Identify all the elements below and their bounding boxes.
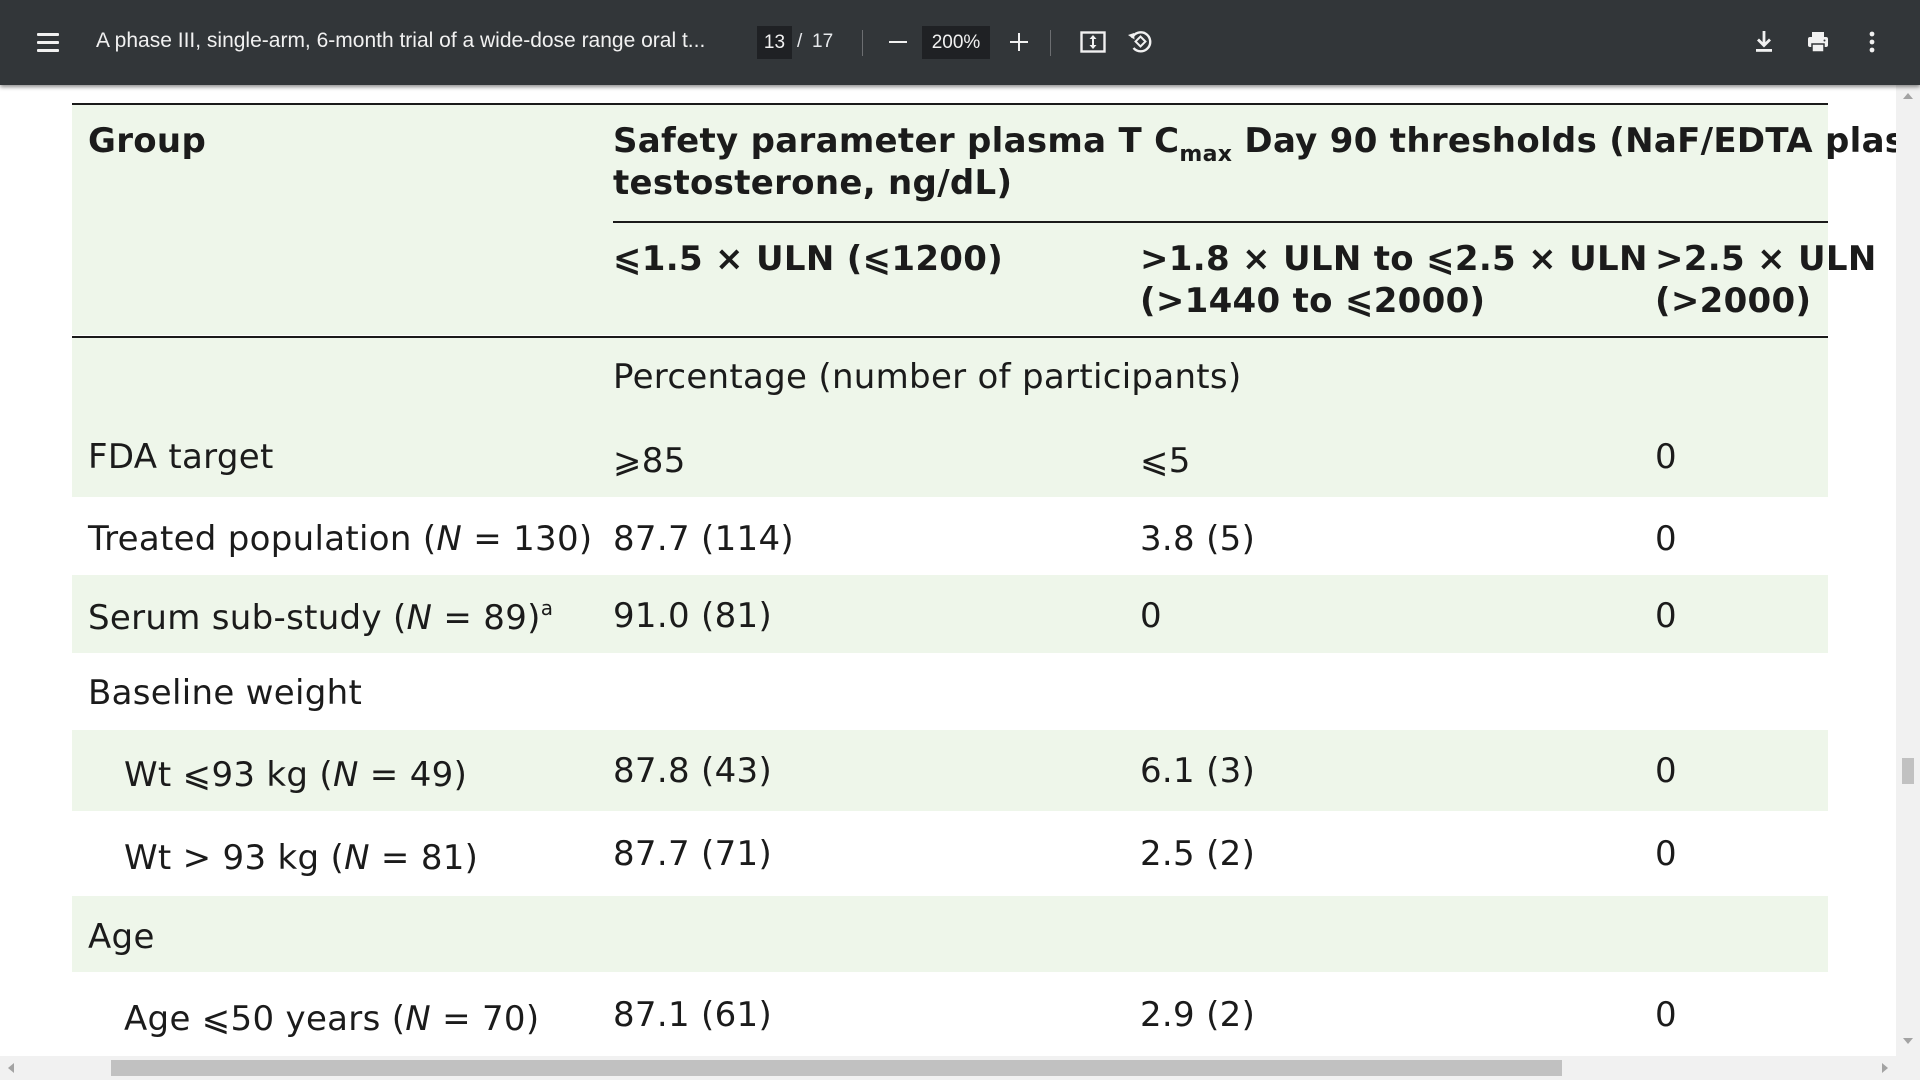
table-cell: 87.8 (43) xyxy=(613,751,773,791)
table-row-group: Treated population (N = 130) xyxy=(88,519,593,559)
table-row-group: Wt ⩽93 kg (N = 49) xyxy=(124,755,467,795)
threshold-header-1: ⩽1.5 × ULN (⩽1200) xyxy=(613,239,1004,279)
table-cell: 0 xyxy=(1655,751,1677,791)
scroll-down-arrow-icon[interactable] xyxy=(1903,1038,1913,1044)
group-count: = 81) xyxy=(369,838,479,878)
group-n: N xyxy=(436,519,463,559)
table-cell: ⩽5 xyxy=(1140,441,1191,481)
table-row-group: Wt > 93 kg (N = 81) xyxy=(124,838,478,878)
page-number-input[interactable]: 13 xyxy=(757,26,792,59)
table-row-group: Serum sub-study (N = 89)a xyxy=(88,596,553,638)
table-cell: 2.5 (2) xyxy=(1140,834,1256,874)
footnote-marker: a xyxy=(540,596,554,620)
group-label: Treated population ( xyxy=(88,519,437,559)
group-n: N xyxy=(405,999,431,1039)
row-band xyxy=(72,575,1828,653)
header-text-rest: Day 90 thresholds (NaF/EDTA plasma xyxy=(1232,121,1896,161)
threshold-header-3-line2: (>2000) xyxy=(1655,281,1812,321)
group-count: = 70) xyxy=(431,999,540,1039)
header-text: Safety parameter plasma T C xyxy=(613,121,1180,161)
scroll-up-arrow-icon[interactable] xyxy=(1903,93,1913,99)
units-subheader: Percentage (number of participants) xyxy=(613,357,1242,397)
download-icon[interactable] xyxy=(1744,22,1784,62)
scroll-left-arrow-icon[interactable] xyxy=(8,1063,14,1073)
vertical-scroll-thumb[interactable] xyxy=(1902,758,1914,784)
table-row-group: FDA target xyxy=(88,437,274,477)
row-band xyxy=(72,416,1828,497)
table-cell: 91.0 (81) xyxy=(613,596,773,636)
table-cell: 87.1 (61) xyxy=(613,995,773,1035)
table-cell: 0 xyxy=(1655,596,1677,636)
group-count: = 49) xyxy=(358,755,468,795)
vertical-scrollbar[interactable] xyxy=(1896,85,1920,1056)
zoom-level-input[interactable]: 200% xyxy=(922,26,990,59)
table-row-group: Baseline weight xyxy=(88,673,363,713)
group-n: N xyxy=(344,838,370,878)
table-row-group: Age ⩽50 years (N = 70) xyxy=(124,999,539,1039)
more-vert-icon[interactable] xyxy=(1852,22,1892,62)
pdf-toolbar: A phase III, single-arm, 6-month trial o… xyxy=(0,0,1920,85)
table-row-group: Age xyxy=(88,917,155,957)
group-label: Age ⩽50 years ( xyxy=(124,999,406,1039)
table-cell: 0 xyxy=(1140,596,1162,636)
header-bottom-rule xyxy=(72,336,1828,338)
table-cell: 2.9 (2) xyxy=(1140,995,1256,1035)
page-total: 17 xyxy=(812,31,834,52)
table-header-band xyxy=(72,104,1828,421)
group-n: N xyxy=(332,755,359,795)
group-label: Serum sub-study ( xyxy=(88,598,407,638)
threshold-group-header-line2: testosterone, ng/dL) xyxy=(613,163,1013,203)
toolbar-divider xyxy=(1050,30,1051,56)
rotate-icon[interactable] xyxy=(1120,22,1160,62)
group-n: N xyxy=(406,598,433,638)
row-band xyxy=(72,896,1828,972)
threshold-header-3: >2.5 × ULN xyxy=(1655,239,1877,279)
toolbar-divider xyxy=(862,30,863,56)
table-cell: 0 xyxy=(1655,995,1677,1035)
horizontal-scrollbar[interactable] xyxy=(0,1056,1920,1080)
group-column-header: Group xyxy=(88,121,207,161)
print-icon[interactable] xyxy=(1798,22,1838,62)
table-cell: 3.8 (5) xyxy=(1140,519,1256,559)
scroll-right-arrow-icon[interactable] xyxy=(1882,1063,1888,1073)
table-cell: ⩾85 xyxy=(613,441,686,481)
table-cell: 0 xyxy=(1655,519,1677,559)
threshold-header-2-line2: (>1440 to ⩽2000) xyxy=(1140,281,1486,321)
table-cell: 0 xyxy=(1655,437,1677,477)
table-top-rule xyxy=(72,103,1828,105)
threshold-header-2: >1.8 × ULN to ⩽2.5 × ULN xyxy=(1140,239,1648,279)
zoom-in-icon[interactable] xyxy=(1001,24,1037,60)
horizontal-scroll-thumb[interactable] xyxy=(111,1060,1562,1076)
safety-table: Group Safety parameter plasma T Cmax Day… xyxy=(72,85,1896,1056)
header-inner-rule xyxy=(613,221,1828,223)
threshold-group-header: Safety parameter plasma T Cmax Day 90 th… xyxy=(613,121,1896,167)
table-cell: 87.7 (114) xyxy=(613,519,794,559)
table-cell: 6.1 (3) xyxy=(1140,751,1256,791)
document-viewport[interactable]: Group Safety parameter plasma T Cmax Day… xyxy=(0,85,1896,1056)
row-band xyxy=(72,730,1828,811)
table-cell: 87.7 (71) xyxy=(613,834,773,874)
table-cell: 0 xyxy=(1655,834,1677,874)
group-count: = 89) xyxy=(432,598,541,638)
header-subscript: max xyxy=(1179,142,1233,167)
zoom-out-icon[interactable] xyxy=(880,24,916,60)
page-separator: / xyxy=(797,31,803,52)
group-count: = 130) xyxy=(462,519,593,559)
group-label: Wt ⩽93 kg ( xyxy=(124,755,333,795)
group-label: Wt > 93 kg ( xyxy=(124,838,345,878)
document-title: A phase III, single-arm, 6-month trial o… xyxy=(96,29,706,52)
fit-page-icon[interactable] xyxy=(1073,22,1113,62)
menu-icon[interactable] xyxy=(28,22,68,62)
